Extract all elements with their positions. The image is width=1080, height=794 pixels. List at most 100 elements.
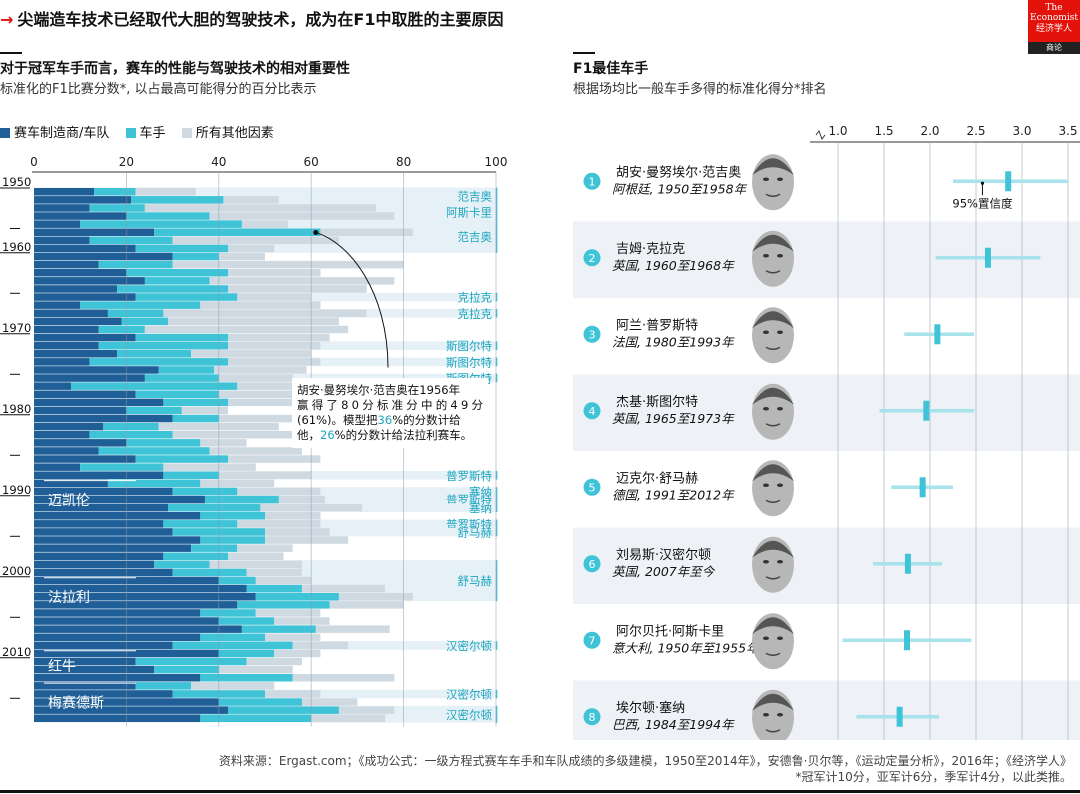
- bar-team: [34, 528, 173, 536]
- y-tick-label: 2010: [2, 645, 31, 659]
- champion-label: 克拉克: [458, 291, 493, 305]
- headline-text: 尖端造车技术已经取代大胆的驾驶技术，成为在F1中取胜的主要原因: [17, 10, 504, 29]
- bar-other: [228, 269, 321, 277]
- portrait-eye: [777, 559, 783, 564]
- legend-swatch-other: [181, 128, 192, 138]
- bar-other: [228, 455, 321, 463]
- bar-driver: [80, 220, 242, 228]
- bar-driver: [241, 625, 316, 633]
- rank-circle: [583, 478, 601, 496]
- bar-team: [34, 422, 104, 431]
- bar-other: [241, 220, 289, 228]
- bar-driver: [107, 479, 201, 488]
- right-title: F1最佳车手: [573, 61, 649, 77]
- bar-driver: [200, 609, 256, 617]
- bar-driver: [144, 374, 219, 382]
- bar-team: [34, 512, 201, 520]
- footer-source: 资料来源：Ergast.com；《成功公式：一级方程式赛车车手和车队成绩的多级建…: [218, 754, 1072, 768]
- rank-number: 8: [589, 711, 596, 724]
- bar-other: [292, 674, 395, 682]
- bar-other: [218, 471, 312, 479]
- portrait-eye: [763, 559, 769, 564]
- bar-other: [218, 665, 293, 674]
- x-tick-label: 0: [30, 155, 38, 169]
- legend-swatch-team: [0, 128, 10, 138]
- portrait-mouth: [765, 423, 781, 427]
- bar-driver: [131, 196, 224, 204]
- bar-driver: [163, 520, 238, 528]
- bar-other: [200, 301, 321, 309]
- bar-other: [265, 690, 321, 698]
- team-label: 红牛: [48, 659, 76, 675]
- bar-team: [34, 220, 81, 228]
- logo-line2: Economist: [1030, 13, 1078, 23]
- bar-other: [246, 657, 302, 666]
- bar-other: [329, 601, 404, 609]
- bar-driver: [154, 228, 321, 236]
- x-tick-label: 1.0: [828, 124, 847, 138]
- bar-team: [34, 471, 164, 479]
- bar-other: [237, 293, 312, 301]
- bar-team: [34, 479, 108, 488]
- annotation-leader: [315, 232, 389, 368]
- bar-driver: [89, 236, 173, 245]
- bar-team: [34, 309, 108, 317]
- bar-other: [237, 520, 321, 528]
- driver-name: 吉姆·克拉克: [616, 242, 685, 257]
- bar-driver: [117, 350, 192, 358]
- bar-other: [301, 698, 358, 706]
- right-subtitle: 根据场均比一般车手多得的标准化得分*排名: [573, 82, 827, 97]
- bar-driver: [70, 382, 238, 390]
- bar-driver: [172, 414, 219, 423]
- bar-other: [237, 382, 293, 390]
- bar-driver: [126, 406, 182, 415]
- bar-team: [34, 560, 155, 569]
- team-label: 梅赛德斯: [48, 695, 104, 711]
- bar-driver: [154, 665, 219, 674]
- bar-other: [144, 204, 376, 212]
- bar-other: [237, 487, 321, 496]
- portrait-mouth: [765, 499, 781, 503]
- champion-label: 汉密尔顿: [446, 708, 492, 722]
- portrait-hair: [752, 693, 794, 711]
- driver-detail: 巴西, 1984至1994年: [612, 717, 735, 732]
- driver-name: 迈克尔·舒马赫: [616, 471, 698, 486]
- bar-driver: [135, 333, 229, 342]
- bar-team: [34, 350, 118, 358]
- bar-other: [228, 333, 330, 342]
- bar-other: [218, 374, 293, 382]
- portrait-eye: [763, 636, 769, 641]
- bar-driver: [135, 293, 238, 301]
- portrait-eye: [763, 330, 769, 335]
- bar-driver: [228, 706, 339, 714]
- portrait-mouth: [765, 652, 781, 656]
- bar-other: [265, 633, 321, 641]
- bar-driver: [98, 447, 210, 455]
- driver-score-mark: [934, 324, 941, 345]
- bar-team: [34, 269, 127, 277]
- legend-swatch-driver: [125, 128, 136, 138]
- bar-driver: [172, 487, 238, 496]
- bar-driver: [172, 252, 219, 261]
- bar-team: [34, 277, 145, 285]
- rank-number: 3: [589, 328, 596, 341]
- bar-other: [163, 463, 256, 471]
- left-title: 对于冠军车手而言，赛车的性能与驾驶技术的相对重要性: [0, 61, 350, 77]
- bar-team: [34, 463, 81, 471]
- bar-other: [228, 244, 275, 253]
- portrait-hair: [752, 234, 794, 252]
- bar-driver: [237, 601, 330, 609]
- bar-driver: [98, 260, 173, 269]
- rank-circle: [583, 708, 601, 726]
- x-tick-label: 3.0: [1012, 124, 1031, 138]
- bar-team: [34, 503, 168, 512]
- bar-team: [34, 366, 159, 374]
- bar-driver: [89, 358, 229, 366]
- bar-team: [34, 196, 132, 204]
- bar-team: [34, 325, 99, 334]
- bar-driver: [218, 617, 275, 625]
- row-background: [573, 527, 1080, 604]
- bar-other: [255, 609, 321, 617]
- bar-other: [209, 277, 395, 285]
- x-tick-label: 60: [304, 155, 319, 169]
